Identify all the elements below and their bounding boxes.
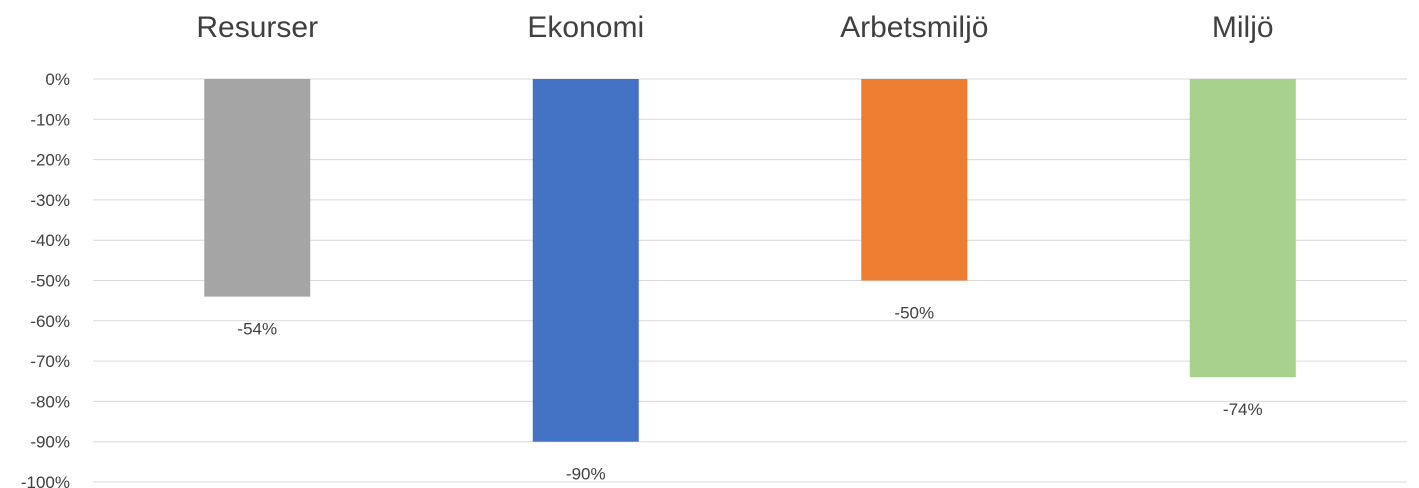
y-tick-label: -10%: [30, 110, 70, 129]
y-tick-label: -20%: [30, 151, 70, 170]
y-tick-label: -100%: [21, 473, 70, 488]
data-label: -74%: [1223, 400, 1263, 419]
category-label: Resurser: [196, 11, 318, 44]
category-label: Miljö: [1212, 11, 1274, 44]
data-labels: -54% -90% -50% -74%: [237, 304, 1262, 484]
y-tick-label: -60%: [30, 312, 70, 331]
bar: [532, 79, 639, 442]
y-tick-label: -70%: [30, 352, 70, 371]
y-tick-label: -80%: [30, 392, 70, 411]
data-label: -50%: [894, 304, 934, 323]
data-label: -90%: [566, 465, 606, 484]
y-tick-label: -40%: [30, 231, 70, 250]
bar: [1189, 79, 1296, 378]
gridlines: [93, 78, 1407, 483]
y-axis-tick-labels: 0% -10% -20% -30% -40% -50% -60% -70% -80% -90% -1…: [21, 70, 70, 488]
bar: [861, 79, 968, 281]
y-tick-label: 0%: [45, 70, 70, 89]
y-tick-label: -30%: [30, 191, 70, 210]
category-label: Arbetsmiljö: [840, 11, 988, 44]
y-tick-label: -50%: [30, 272, 70, 291]
category-labels: Resurser Ekonomi Arbetsmiljö Miljö: [196, 11, 1273, 44]
data-label: -54%: [237, 320, 277, 339]
bar: [204, 79, 311, 297]
category-label: Ekonomi: [527, 11, 644, 44]
y-tick-label: -90%: [30, 433, 70, 452]
bars: [204, 79, 1296, 442]
